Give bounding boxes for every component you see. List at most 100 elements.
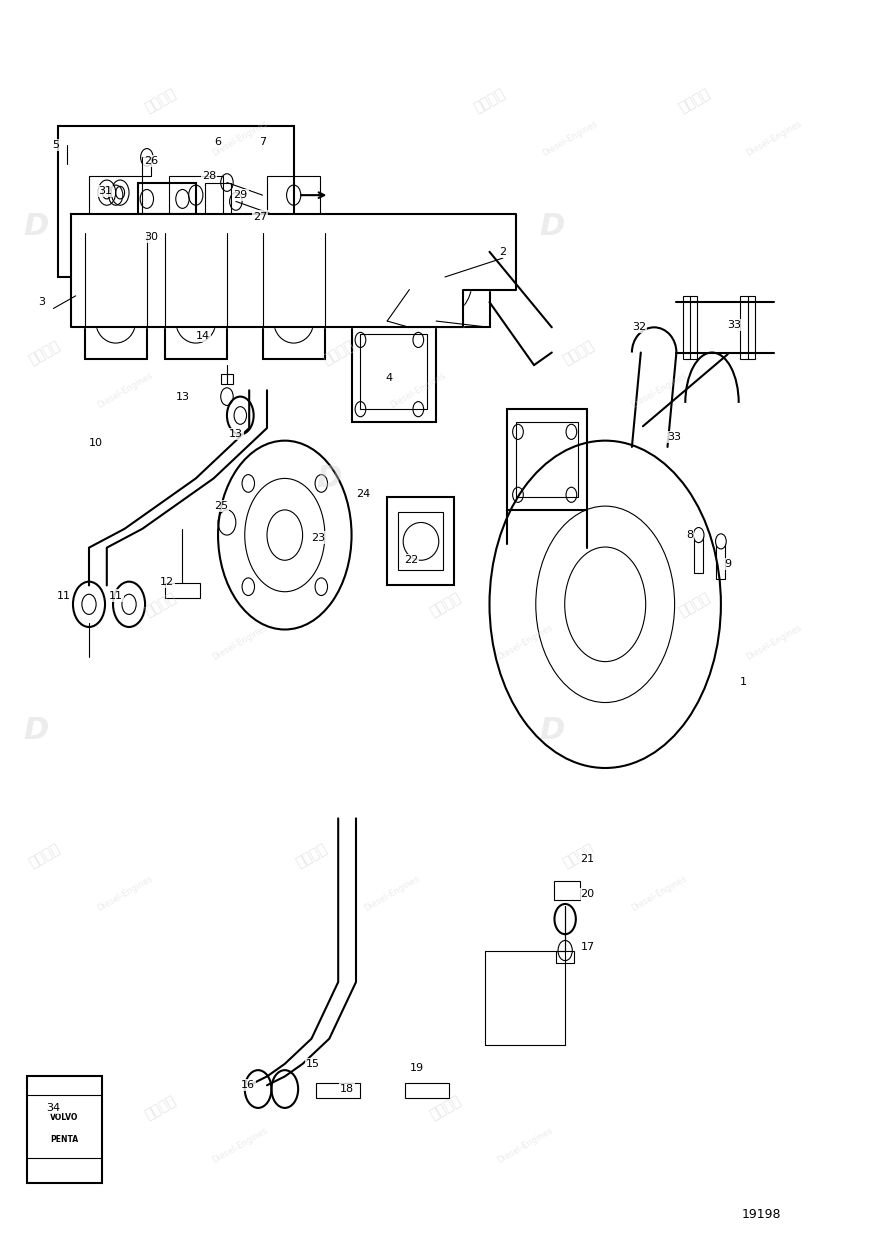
Text: Diesel-Engines: Diesel-Engines [540,118,599,159]
Text: 17: 17 [580,942,595,952]
Bar [263,290,325,359]
Text: 25: 25 [214,501,228,511]
Text: 24: 24 [356,488,370,499]
Text: 5: 5 [53,140,60,150]
Text: Diesel-Engines: Diesel-Engines [211,1126,270,1166]
Bar [554,881,580,900]
Circle shape [716,534,726,549]
Bar [205,183,231,214]
Bar [694,535,703,573]
Bar [267,176,320,214]
Text: 4: 4 [385,373,392,383]
Bar [138,183,196,214]
Text: 34: 34 [46,1103,61,1113]
Bar [507,409,587,510]
Text: Diesel-Engines: Diesel-Engines [496,622,554,662]
Text: 11: 11 [109,590,123,601]
Bar [387,497,454,585]
Text: Diesel-Engines: Diesel-Engines [745,622,804,662]
Text: 紫发动力: 紫发动力 [142,1094,178,1122]
Bar [316,1083,360,1098]
Text: 31: 31 [98,186,112,196]
Text: 紫发动力: 紫发动力 [676,87,712,115]
Text: 1: 1 [740,677,747,687]
Text: 26: 26 [144,156,158,166]
Text: 紫发动力: 紫发动力 [142,87,178,115]
Text: 紫发动力: 紫发动力 [676,590,712,618]
Text: Diesel-Engines: Diesel-Engines [629,370,688,410]
Text: 8: 8 [686,530,693,540]
Text: Diesel-Engines: Diesel-Engines [362,874,421,914]
Text: 12: 12 [160,577,174,587]
Text: 20: 20 [580,889,595,899]
Text: 紫发动力: 紫发动力 [561,339,596,366]
Text: Diesel-Engines: Diesel-Engines [95,874,154,914]
Text: 14: 14 [196,331,210,341]
Text: 紫发动力: 紫发动力 [27,842,62,870]
Text: 6: 6 [214,137,222,147]
Text: 9: 9 [724,559,732,569]
Text: Diesel-Engines: Diesel-Engines [745,118,804,159]
Text: Diesel-Engines: Diesel-Engines [211,118,270,159]
Text: D: D [23,715,48,745]
Text: 10: 10 [89,438,103,448]
Text: PENTA: PENTA [51,1134,78,1144]
Bar [221,374,233,384]
Text: Diesel-Engines: Diesel-Engines [389,370,448,410]
Bar [165,290,227,359]
Text: 3: 3 [38,297,45,307]
Text: Diesel-Engines: Diesel-Engines [95,370,154,410]
Bar [398,512,443,570]
Bar [142,157,151,176]
Text: Diesel-Engines: Diesel-Engines [629,874,688,914]
Text: 29: 29 [233,190,247,200]
Bar [27,1076,102,1183]
Text: 紫发动力: 紫发动力 [320,339,356,366]
Text: D: D [539,715,564,745]
Circle shape [693,528,704,543]
Text: 23: 23 [312,533,326,543]
Text: 紫发动力: 紫发动力 [294,842,329,870]
Bar [169,176,222,214]
Text: 28: 28 [202,171,216,181]
Bar [516,422,578,497]
Text: Diesel-Engines: Diesel-Engines [496,1126,554,1166]
Bar [58,126,294,277]
Bar [360,334,427,409]
Text: 紫发动力: 紫发动力 [142,590,178,618]
Text: 33: 33 [668,432,682,442]
Text: 7: 7 [259,137,266,147]
Text: D: D [539,212,564,242]
Text: 16: 16 [240,1080,255,1090]
Polygon shape [71,214,516,327]
Text: 18: 18 [340,1084,354,1094]
Text: 19: 19 [409,1063,424,1073]
Bar [165,583,200,598]
Bar [352,321,436,422]
Text: 紫发动力: 紫发动力 [427,590,463,618]
Bar [683,296,697,359]
Bar [740,296,755,359]
Text: 11: 11 [57,590,71,601]
Text: 33: 33 [727,320,741,330]
Bar [716,541,725,579]
Text: 13: 13 [175,392,190,402]
Text: 紫发动力: 紫发动力 [472,87,507,115]
Bar [556,951,574,963]
Text: 紫发动力: 紫发动力 [561,842,596,870]
Text: 21: 21 [580,854,595,864]
Text: 19198: 19198 [741,1209,781,1221]
Bar [85,290,147,359]
Text: D: D [317,463,342,494]
Bar [409,239,490,327]
Text: D: D [23,212,48,242]
Text: 13: 13 [229,429,243,439]
Text: 紫发动力: 紫发动力 [27,339,62,366]
Text: 27: 27 [253,212,267,222]
Bar [405,1083,449,1098]
Text: 22: 22 [404,555,418,565]
Text: Diesel-Engines: Diesel-Engines [211,622,270,662]
Bar [89,176,142,214]
Text: 30: 30 [144,232,158,242]
Text: 15: 15 [306,1059,320,1069]
